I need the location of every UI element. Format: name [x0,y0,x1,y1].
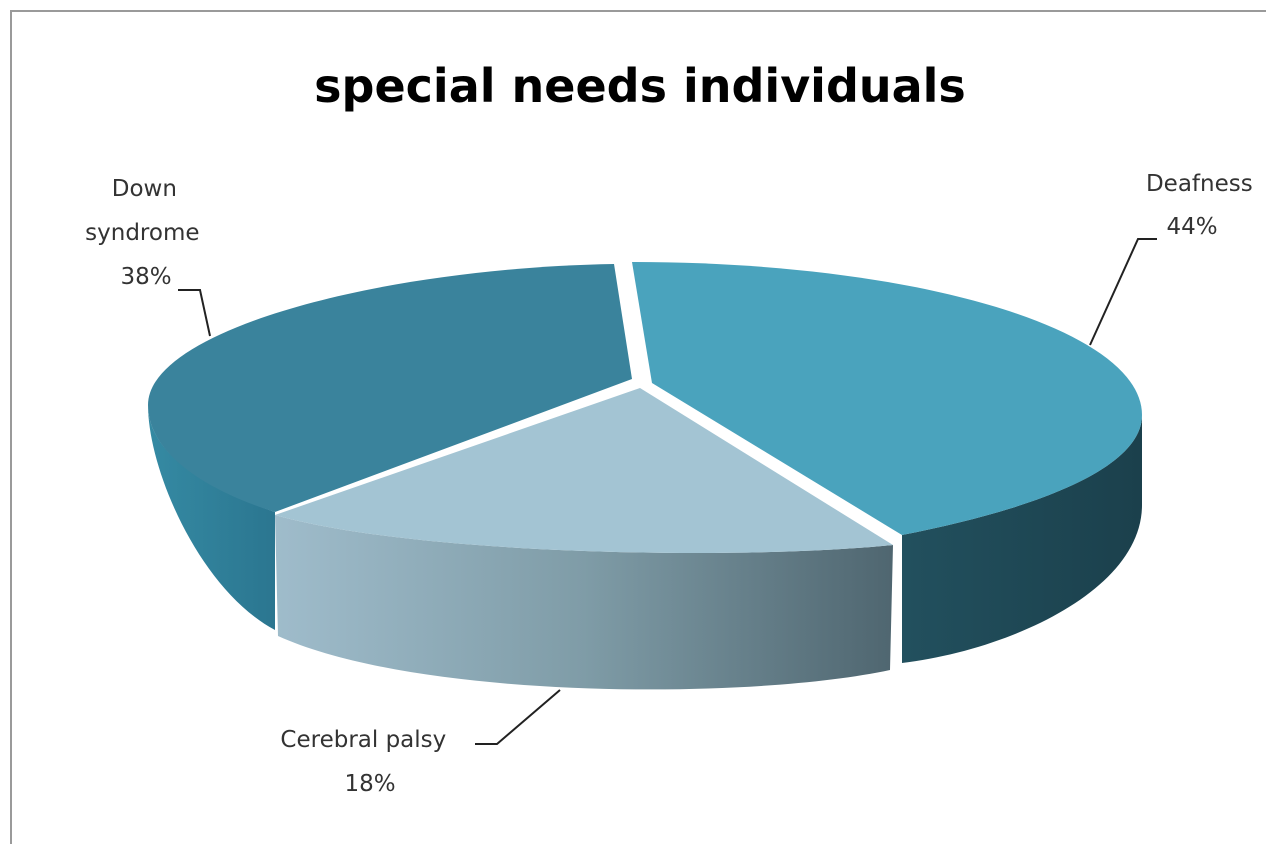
slice-down-syndrome-side [148,405,275,630]
data-label-deafness-name: Deafness [1146,171,1253,197]
slice-deafness-top [632,262,1142,535]
slice-down-syndrome[interactable] [148,264,632,630]
slice-deafness[interactable] [632,262,1142,663]
data-label-down-syndrome-line1: Down [112,176,177,202]
data-label-down-syndrome: Down syndrome 38% [85,176,207,290]
data-label-cerebral-palsy-value: 18% [344,771,395,797]
leader-line-deafness [1089,238,1157,346]
data-label-down-syndrome-value: 38% [120,264,171,290]
data-label-down-syndrome-line2: syndrome [85,220,199,246]
data-label-deafness: Deafness 44% [1146,171,1260,240]
slice-cerebral-palsy-top [275,388,893,554]
slice-down-syndrome-top [148,264,632,512]
leader-line-down-syndrome [178,289,211,337]
data-label-cerebral-palsy-name: Cerebral palsy [280,727,446,753]
slice-cerebral-palsy-side [275,515,893,690]
leader-line-cerebral-palsy [475,689,561,745]
slice-deafness-side [902,415,1142,663]
chart-title: special needs individuals [314,59,966,113]
slice-cerebral-palsy[interactable] [275,388,893,690]
data-label-deafness-value: 44% [1166,214,1217,240]
data-label-cerebral-palsy: Cerebral palsy 18% [280,727,453,797]
